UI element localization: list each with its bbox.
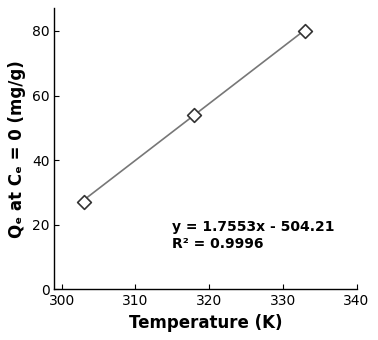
Point — [302, 28, 308, 34]
Text: y = 1.7553x - 504.21
R² = 0.9996: y = 1.7553x - 504.21 R² = 0.9996 — [172, 220, 335, 251]
Y-axis label: Qₑ at Cₑ = 0 (mg/g): Qₑ at Cₑ = 0 (mg/g) — [8, 60, 26, 238]
X-axis label: Temperature (K): Temperature (K) — [129, 314, 282, 332]
Point — [191, 112, 197, 118]
Point — [81, 199, 87, 205]
